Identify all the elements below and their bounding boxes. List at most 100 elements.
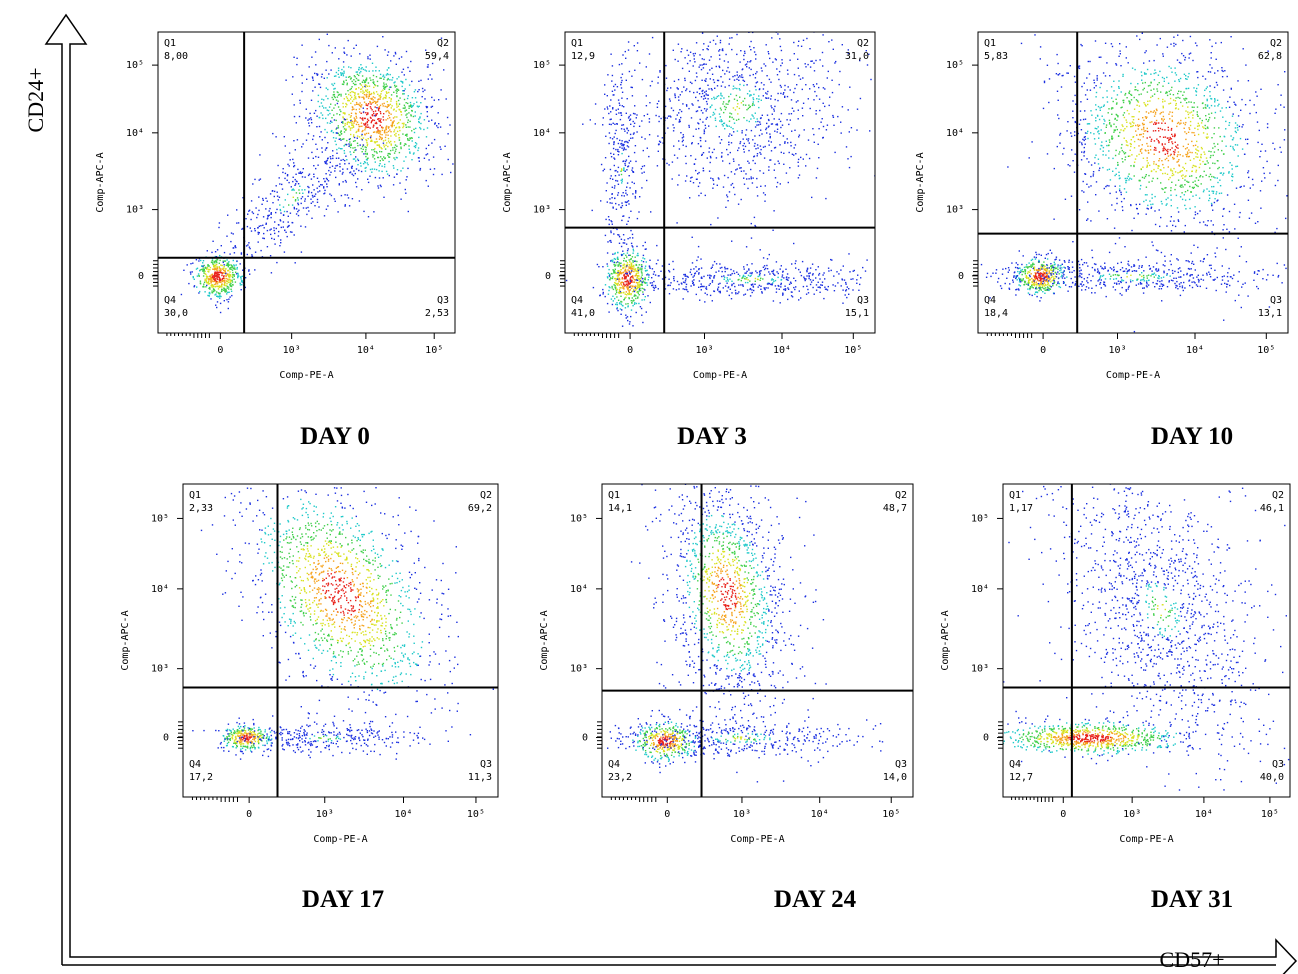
event-dot <box>732 270 735 272</box>
event-dot <box>436 125 438 127</box>
event-dot <box>1025 266 1027 268</box>
event-dot <box>390 86 392 88</box>
event-dot <box>1032 262 1034 264</box>
event-dot <box>377 107 380 109</box>
event-dot <box>638 125 641 127</box>
event-dot <box>333 114 335 116</box>
event-dot <box>343 152 346 154</box>
event-dot <box>856 279 858 281</box>
event-dot <box>1034 293 1036 295</box>
event-dot <box>847 109 849 111</box>
event-dot <box>316 74 319 76</box>
event-dot <box>230 282 232 285</box>
event-dot <box>780 286 782 288</box>
event-dot <box>619 271 622 273</box>
event-dot <box>727 153 729 156</box>
event-dot <box>808 157 811 160</box>
event-dot <box>802 158 804 160</box>
event-dot <box>1039 269 1041 271</box>
event-dot <box>440 37 443 39</box>
event-dot <box>366 89 369 91</box>
event-dot <box>632 133 635 135</box>
event-dot <box>661 265 664 267</box>
event-dot <box>364 134 366 136</box>
event-dot <box>343 70 345 72</box>
event-dot <box>213 260 215 263</box>
event-dot <box>370 120 373 122</box>
event-dot <box>300 225 302 227</box>
event-dot <box>743 294 745 296</box>
event-dot <box>620 269 622 271</box>
event-dot <box>356 103 358 105</box>
event-dot <box>213 289 215 291</box>
event-dot <box>686 6 687 7</box>
event-dot <box>406 135 408 137</box>
event-dot <box>344 124 346 127</box>
event-dot <box>379 111 382 113</box>
event-dot <box>697 143 700 145</box>
event-dot <box>615 283 617 285</box>
event-dot <box>870 78 872 81</box>
event-dot <box>718 136 720 138</box>
event-dot <box>696 259 698 262</box>
event-dot <box>221 274 223 277</box>
event-dot <box>1042 271 1045 273</box>
event-dot <box>787 298 789 301</box>
event-dot <box>278 196 281 198</box>
event-dot <box>1026 266 1028 268</box>
event-dot <box>1117 280 1120 282</box>
event-dot <box>731 272 733 275</box>
event-dot <box>332 84 334 87</box>
event-dot <box>317 156 320 158</box>
event-dot <box>325 208 328 210</box>
event-dot <box>625 296 627 298</box>
event-dot <box>618 277 621 280</box>
event-dot <box>604 295 606 298</box>
event-dot <box>832 48 834 50</box>
event-dot <box>634 302 636 304</box>
event-dot <box>699 136 701 139</box>
event-dot <box>732 107 735 109</box>
event-dot <box>681 283 683 285</box>
event-dot <box>614 197 616 200</box>
event-dot <box>1015 275 1017 277</box>
event-dot <box>203 264 205 267</box>
event-dot <box>1038 285 1041 287</box>
event-dot <box>639 62 641 64</box>
event-dot <box>1063 260 1066 262</box>
event-dot <box>742 104 745 106</box>
event-dot <box>360 106 362 108</box>
event-dot <box>809 107 811 110</box>
event-dot <box>354 92 356 94</box>
event-dot <box>364 80 366 82</box>
event-dot <box>699 64 701 66</box>
event-dot <box>318 116 321 119</box>
event-dot <box>697 185 700 188</box>
event-dot <box>806 267 809 269</box>
event-dot <box>1138 265 1141 267</box>
event-dot <box>332 157 334 160</box>
event-dot <box>1020 279 1022 281</box>
event-dot <box>1049 278 1051 280</box>
event-dot <box>388 97 391 99</box>
event-dot <box>343 66 345 68</box>
event-dot <box>657 275 660 277</box>
event-dot <box>331 109 333 111</box>
event-dot <box>776 124 779 126</box>
event-dot <box>611 303 614 306</box>
event-dot <box>751 291 753 294</box>
event-dot <box>1058 273 1060 275</box>
event-dot <box>403 98 406 101</box>
event-dot <box>291 222 294 224</box>
event-dot <box>1209 273 1211 275</box>
quadrant-name: Q1 <box>571 38 583 49</box>
event-dot <box>788 277 790 279</box>
event-dot <box>820 284 822 286</box>
event-dot <box>325 160 327 162</box>
event-dot <box>307 185 309 188</box>
event-dot <box>230 284 232 287</box>
event-dot <box>394 144 397 146</box>
event-dot <box>743 170 745 172</box>
event-dot <box>817 266 819 268</box>
event-dot <box>372 74 375 77</box>
